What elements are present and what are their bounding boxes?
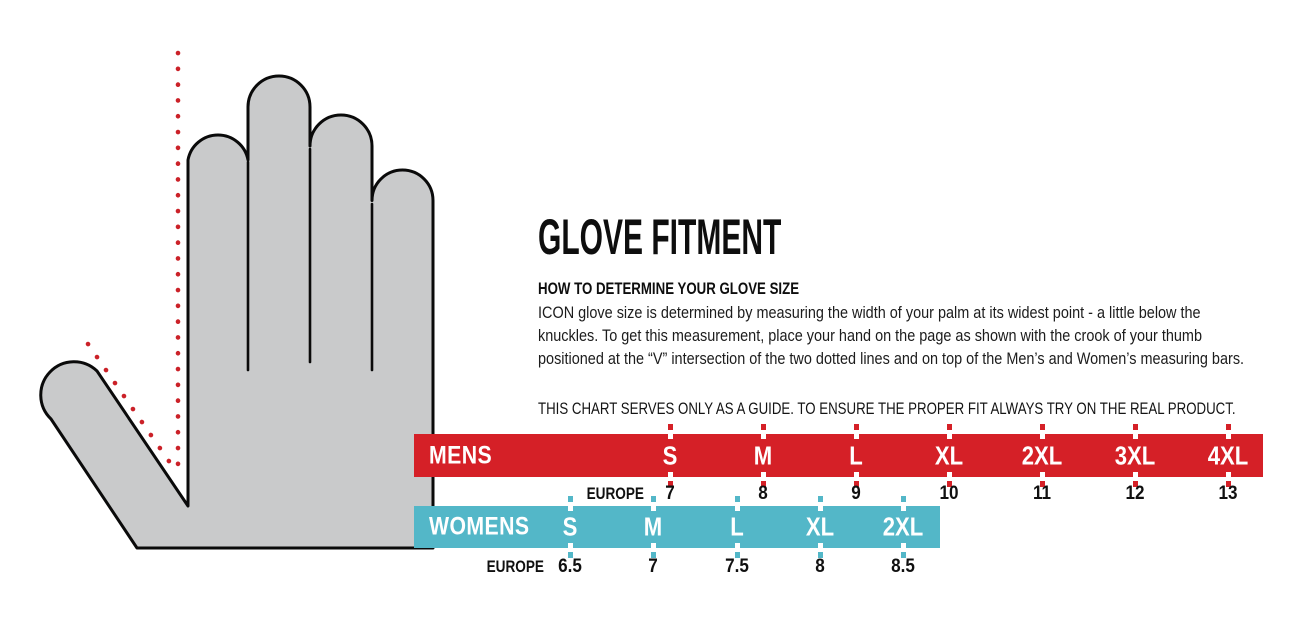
womens-size-label-2xl: 2XL <box>882 511 924 542</box>
mens-tick-notch <box>946 472 952 481</box>
mens-bar-label: MENS <box>429 441 493 469</box>
womens-size-label-m: M <box>643 511 663 542</box>
womens-tick-mark <box>734 552 740 558</box>
womens-tick-mark <box>650 496 656 502</box>
mens-europe-value-9: 9 <box>851 483 861 504</box>
womens-tick-notch <box>650 502 656 511</box>
finger-separator-lines <box>246 147 374 372</box>
mens-tick-mark <box>1132 481 1138 487</box>
womens-size-label-l: L <box>730 511 744 542</box>
womens-tick-notch <box>567 502 573 511</box>
mens-size-bar: MENS S M L XL 2XL 3XL 4XL <box>414 424 1263 487</box>
mens-tick-notch <box>1225 430 1231 439</box>
section-heading: HOW TO DETERMINE YOUR GLOVE SIZE <box>538 279 800 298</box>
page-title: GLOVE FITMENT <box>538 209 782 265</box>
womens-tick-mark <box>900 552 906 558</box>
mens-europe-value-7: 7 <box>665 483 675 504</box>
mens-europe-label: EUROPE <box>586 484 644 503</box>
womens-tick-mark <box>567 552 573 558</box>
womens-bar-label: WOMENS <box>429 512 530 541</box>
womens-tick-mark <box>734 496 740 502</box>
womens-europe-value-7.5: 7.5 <box>725 556 749 577</box>
womens-size-bar: WOMENS S M L XL 2XL <box>414 496 940 558</box>
body-paragraph: ICON glove size is determined by measuri… <box>538 301 1311 370</box>
mens-size-label-s: S <box>662 440 678 470</box>
womens-europe-value-8: 8 <box>815 556 825 577</box>
mens-tick-notch <box>667 430 673 439</box>
mens-tick-notch <box>853 430 859 439</box>
womens-europe-label: EUROPE <box>486 557 544 576</box>
mens-tick-notch <box>760 472 766 481</box>
mens-tick-notch <box>1132 472 1138 481</box>
mens-tick-mark <box>946 424 952 430</box>
womens-tick-notch <box>650 543 656 552</box>
mens-tick-mark <box>853 481 859 487</box>
mens-tick-mark <box>1039 481 1045 487</box>
mens-tick-mark <box>1039 424 1045 430</box>
mens-europe-value-12: 12 <box>1125 483 1145 504</box>
mens-europe-value-13: 13 <box>1218 483 1238 504</box>
mens-tick-notch <box>667 472 673 481</box>
mens-europe-value-8: 8 <box>758 483 768 504</box>
womens-tick-mark <box>900 496 906 502</box>
mens-tick-mark <box>946 481 952 487</box>
mens-tick-notch <box>1039 472 1045 481</box>
womens-size-label-xl: XL <box>805 511 835 542</box>
womens-europe-value-6.5: 6.5 <box>558 556 582 577</box>
mens-tick-mark <box>1132 424 1138 430</box>
body-line: ICON glove size is determined by measuri… <box>538 303 1201 322</box>
womens-tick-notch <box>734 543 740 552</box>
mens-tick-mark <box>667 481 673 487</box>
womens-tick-notch <box>817 502 823 511</box>
mens-tick-notch <box>1039 430 1045 439</box>
womens-tick-notch <box>734 502 740 511</box>
disclaimer-text: THIS CHART SERVES ONLY AS A GUIDE. TO EN… <box>538 399 1236 418</box>
mens-tick-mark <box>760 424 766 430</box>
mens-europe-value-11: 11 <box>1032 483 1052 504</box>
mens-size-label-4xl: 4XL <box>1207 440 1249 470</box>
mens-size-label-xl: XL <box>934 440 964 470</box>
mens-tick-mark <box>667 424 673 430</box>
womens-tick-notch <box>900 502 906 511</box>
womens-europe-value-7: 7 <box>648 556 658 577</box>
mens-tick-mark <box>760 481 766 487</box>
mens-tick-notch <box>760 430 766 439</box>
body-line: knuckles. To get this measurement, place… <box>538 326 1203 345</box>
mens-tick-notch <box>853 472 859 481</box>
mens-tick-notch <box>1225 472 1231 481</box>
mens-size-label-m: M <box>753 440 773 470</box>
womens-tick-notch <box>567 543 573 552</box>
mens-size-label-3xl: 3XL <box>1114 440 1156 470</box>
mens-tick-mark <box>1225 481 1231 487</box>
mens-tick-notch <box>1132 430 1138 439</box>
womens-tick-mark <box>650 552 656 558</box>
womens-tick-mark <box>817 496 823 502</box>
mens-tick-mark <box>853 424 859 430</box>
womens-tick-mark <box>817 552 823 558</box>
mens-size-label-2xl: 2XL <box>1021 440 1063 470</box>
mens-size-label-l: L <box>849 440 863 470</box>
womens-tick-notch <box>900 543 906 552</box>
mens-tick-notch <box>946 430 952 439</box>
diagonal-dotted-line <box>85 341 176 470</box>
body-line: positioned at the “V” intersection of th… <box>538 349 1245 368</box>
mens-tick-mark <box>1225 424 1231 430</box>
womens-europe-value-8.5: 8.5 <box>891 556 915 577</box>
mens-europe-value-10: 10 <box>939 483 959 504</box>
womens-tick-notch <box>817 543 823 552</box>
hand-silhouette <box>39 74 435 550</box>
womens-size-label-s: S <box>562 511 578 542</box>
hand-illustration <box>39 50 435 550</box>
womens-tick-mark <box>567 496 573 502</box>
